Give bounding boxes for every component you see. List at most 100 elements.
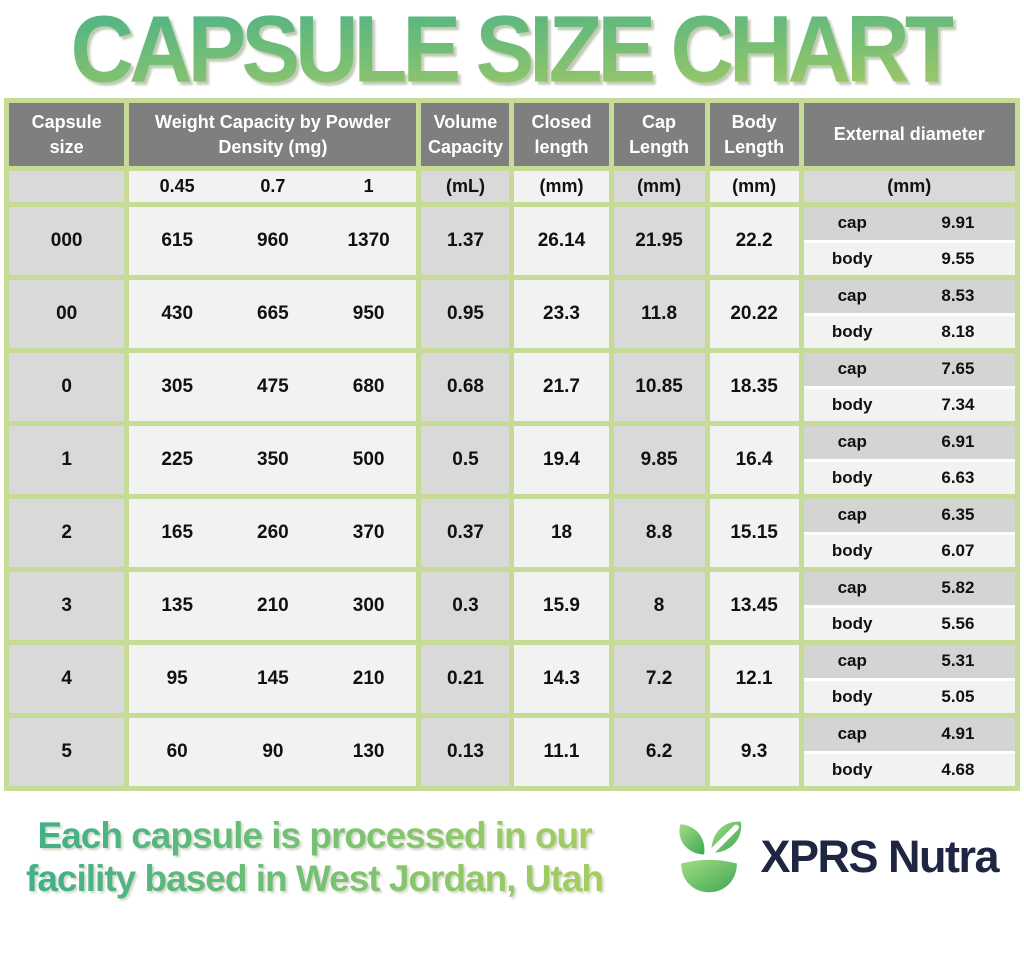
cell-volume-capacity: 0.95: [416, 275, 515, 353]
table-row-size-2: 2 165 260 370 0.37 18 8.8 15.15 cap 6.35 body 6.07: [3, 494, 1021, 572]
cell-cap-length: 8: [608, 567, 710, 645]
weight-values: 60 90 130: [132, 741, 414, 763]
weight-values: 430 665 950: [132, 303, 414, 325]
table-row-size-00: 00 430 665 950 0.95 23.3 11.8 20.22 cap 8.53 body 8…: [3, 275, 1021, 353]
cell-cap-length: 21.95: [608, 202, 710, 280]
external-cap-value: 9.91: [941, 213, 975, 233]
weight-value: 130: [352, 741, 385, 762]
external-cap-value: 6.35: [941, 505, 975, 525]
cell-capsule-size: 3: [3, 567, 130, 645]
cell-body-length: 22.2: [704, 202, 804, 280]
weight-value: 210: [352, 668, 385, 689]
weight-value: 950: [352, 303, 385, 324]
capsule-size-table: Capsule size Weight Capacity by Powder D…: [3, 98, 1021, 791]
external-body-row: body 4.68: [806, 753, 1013, 784]
cell-capsule-size: 4: [3, 640, 130, 718]
weight-value: 500: [352, 449, 385, 470]
weight-value: 145: [257, 668, 289, 689]
external-cap-value: 4.91: [941, 724, 975, 744]
weight-values: 135 210 300: [132, 595, 414, 617]
external-body-value: 6.07: [941, 540, 975, 560]
weight-value: 135: [161, 595, 194, 616]
cell-capsule-size: 2: [3, 494, 130, 572]
weight-value: 370: [352, 522, 385, 543]
external-cap-label: cap: [837, 359, 867, 379]
external-diameter-rows: cap 5.31 body 5.05: [806, 647, 1013, 711]
external-body-value: 4.68: [941, 759, 975, 779]
external-diameter-rows: cap 7.65 body 7.34: [806, 355, 1013, 419]
weight-value: 95: [166, 668, 188, 689]
external-body-label: body: [831, 759, 873, 779]
cell-external-diameter: cap 4.91 body 4.68: [798, 713, 1021, 791]
cell-capsule-size: 1: [3, 421, 130, 499]
header-cell-volume-capacity: Volume Capacity: [416, 98, 515, 171]
cell-weight-capacity: 430 665 950: [124, 275, 422, 353]
brand-logo: XPRS Nutra: [668, 816, 999, 898]
external-cap-row: cap 6.91: [806, 428, 1013, 462]
density-value: 0.7: [260, 176, 286, 196]
density-value: 1: [363, 176, 374, 196]
weight-values: 305 475 680: [132, 376, 414, 398]
cell-closed-length: 19.4: [509, 421, 614, 499]
table-row-size-1: 1 225 350 500 0.5 19.4 9.85 16.4 cap 6.91 body 6.63: [3, 421, 1021, 499]
external-diameter-rows: cap 9.91 body 9.55: [806, 209, 1013, 273]
weight-value: 960: [257, 230, 289, 251]
table-header-row: Capsule size Weight Capacity by Powder D…: [3, 98, 1021, 171]
capsule-table-body: 000 615 960 1370 1.37 26.14 21.95 22.2 cap 9.91 bo…: [3, 202, 1021, 791]
external-cap-value: 5.31: [941, 651, 975, 671]
cell-volume-capacity: 0.21: [416, 640, 515, 718]
external-body-value: 5.05: [941, 686, 975, 706]
footer-note-line1: Each capsule is processed in our: [37, 814, 592, 856]
brand-name: XPRS Nutra: [760, 831, 999, 882]
weight-values: 95 145 210: [132, 668, 414, 690]
weight-value: 665: [257, 303, 289, 324]
external-cap-value: 7.65: [941, 359, 975, 379]
title-bar: CAPSULE SIZE CHART: [0, 0, 1024, 98]
external-cap-value: 5.82: [941, 578, 975, 598]
cell-external-diameter: cap 5.82 body 5.56: [798, 567, 1021, 645]
table-row-size-5: 5 60 90 130 0.13 11.1 6.2 9.3 cap 4.91 body 4.68: [3, 713, 1021, 791]
external-body-row: body 5.05: [806, 680, 1013, 711]
cell-closed-length: 14.3: [509, 640, 614, 718]
density-value: 0.45: [159, 176, 195, 196]
external-cap-label: cap: [837, 724, 867, 744]
cell-body-length: 12.1: [704, 640, 804, 718]
external-cap-row: cap 9.91: [806, 209, 1013, 243]
cell-closed-length: 11.1: [509, 713, 614, 791]
cell-cap-length: 10.85: [608, 348, 710, 426]
table-row-size-0: 0 305 475 680 0.68 21.7 10.85 18.35 cap 7.65 body 7…: [3, 348, 1021, 426]
cell-capsule-size: 5: [3, 713, 130, 791]
cell-cap-length: 7.2: [608, 640, 710, 718]
subheader-body-unit: (mm): [704, 166, 804, 207]
external-cap-row: cap 6.35: [806, 501, 1013, 535]
subheader-cap-unit: (mm): [608, 166, 710, 207]
weight-value: 210: [257, 595, 289, 616]
external-cap-row: cap 7.65: [806, 355, 1013, 389]
external-cap-row: cap 5.31: [806, 647, 1013, 681]
header-cell-external-diameter: External diameter: [798, 98, 1021, 171]
subheader-volume-unit: (mL): [416, 166, 515, 207]
external-cap-row: cap 4.91: [806, 720, 1013, 754]
weight-values: 225 350 500: [132, 449, 414, 471]
external-cap-label: cap: [837, 505, 867, 525]
cell-cap-length: 9.85: [608, 421, 710, 499]
cell-cap-length: 11.8: [608, 275, 710, 353]
cell-external-diameter: cap 9.91 body 9.55: [798, 202, 1021, 280]
cell-weight-capacity: 615 960 1370: [124, 202, 422, 280]
external-body-row: body 6.63: [806, 461, 1013, 492]
cell-weight-capacity: 60 90 130: [124, 713, 422, 791]
external-body-value: 9.55: [941, 248, 975, 268]
cell-external-diameter: cap 6.91 body 6.63: [798, 421, 1021, 499]
external-body-label: body: [831, 540, 873, 560]
external-diameter-rows: cap 4.91 body 4.68: [806, 720, 1013, 784]
weight-value: 615: [161, 230, 194, 251]
external-cap-label: cap: [837, 432, 867, 452]
subheader-closed-unit: (mm): [509, 166, 614, 207]
weight-value: 60: [166, 741, 188, 762]
external-body-label: body: [831, 394, 873, 414]
external-cap-value: 8.53: [941, 286, 975, 306]
cell-body-length: 15.15: [704, 494, 804, 572]
cell-cap-length: 8.8: [608, 494, 710, 572]
external-body-label: body: [831, 321, 873, 341]
cell-weight-capacity: 95 145 210: [124, 640, 422, 718]
